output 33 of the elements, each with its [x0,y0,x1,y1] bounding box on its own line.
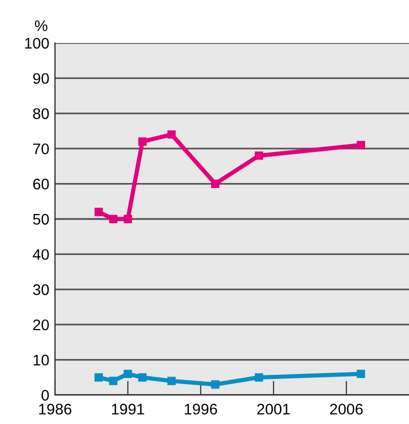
point [211,180,220,188]
point [124,214,132,224]
point [138,137,147,146]
point [167,130,176,139]
y-axis-title: % [34,20,48,32]
point [254,151,264,160]
point [167,376,176,386]
y-tick-label: 90 [33,73,49,84]
y-tick-label: 100 [25,38,49,49]
y-tick-label: 0 [42,390,49,401]
y-tick-label: 70 [33,143,49,154]
x-tick-label: 2006 [330,404,363,415]
point [138,373,147,382]
point [109,214,118,224]
point [356,140,366,150]
x-tick-label: 1986 [39,404,72,415]
x-tick-label: 1991 [112,404,144,415]
y-tick-label: 20 [33,319,49,330]
y-tick-label: 80 [33,108,49,120]
y-tick-label: 10 [34,354,49,366]
y-tick-label: 60 [33,178,49,190]
y-tick-label: 30 [33,284,49,296]
point [109,376,118,386]
point [94,373,103,382]
point [356,370,366,378]
point [211,380,220,389]
y-tick-label: 40 [32,249,49,260]
point [124,370,132,378]
point [254,373,264,382]
y-tick-label: 50 [33,214,49,225]
point [94,208,103,216]
x-tick-label: 1996 [184,404,218,415]
x-tick-label: 2001 [257,404,290,415]
